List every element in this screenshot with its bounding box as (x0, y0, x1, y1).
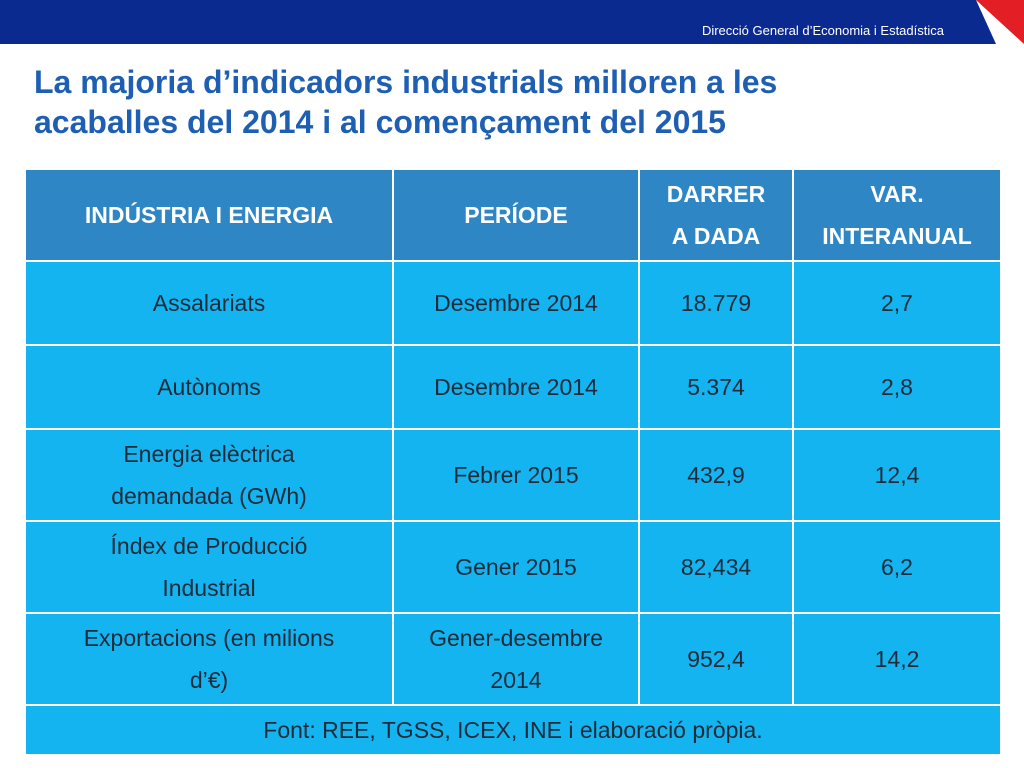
cell-period-line-1: Desembre 2014 (434, 290, 598, 316)
page-title: La majoria d’indicadors industrials mill… (34, 62, 994, 142)
table-row: Energia elèctrica demandada (GWh) Febrer… (24, 428, 1002, 522)
cell-latest: 18.779 (638, 260, 794, 346)
cell-period-line-1: Gener-desembre (429, 625, 603, 651)
header-latest-line-1: DARRER (666, 181, 766, 207)
header-yoy-line-1: VAR. (870, 181, 924, 207)
page-title-line-2: acaballes del 2014 i al començament del … (34, 104, 726, 140)
header-yoy: VAR. INTERANUAL (792, 168, 1002, 262)
cell-period: Desembre 2014 (392, 344, 640, 430)
table-header-row: INDÚSTRIA I ENERGIA PERÍODE DARRER A DAD… (24, 168, 1002, 262)
cell-latest: 952,4 (638, 612, 794, 706)
organization-name: Direcció General d’Economia i Estadístic… (701, 23, 944, 38)
page-title-line-1: La majoria d’indicadors industrials mill… (34, 64, 778, 100)
cell-yoy: 6,2 (792, 520, 1002, 614)
cell-indicator: Autònoms (24, 344, 394, 430)
table-row: Autònoms Desembre 2014 5.374 2,8 (24, 344, 1002, 430)
cell-period: Gener 2015 (392, 520, 640, 614)
table-row: Índex de Producció Industrial Gener 2015… (24, 520, 1002, 614)
cell-period: Desembre 2014 (392, 260, 640, 346)
corner-accent-icon (976, 0, 1024, 44)
header-indicator: INDÚSTRIA I ENERGIA (24, 168, 394, 262)
cell-indicator-line-2: demandada (GWh) (111, 483, 307, 509)
cell-indicator-line-1: Assalariats (152, 290, 266, 316)
cell-yoy: 12,4 (792, 428, 1002, 522)
cell-yoy: 2,8 (792, 344, 1002, 430)
table-source-row: Font: REE, TGSS, ICEX, INE i elaboració … (24, 704, 1002, 756)
cell-indicator: Exportacions (en milions d’€) (24, 612, 394, 706)
cell-period: Febrer 2015 (392, 428, 640, 522)
cell-indicator-line-2: d’€) (189, 667, 229, 693)
cell-period-line-1: Febrer 2015 (453, 462, 579, 488)
header-latest: DARRER A DADA (638, 168, 794, 262)
cell-indicator-line-1: Índex de Producció (110, 533, 308, 559)
cell-period-line-1: Desembre 2014 (434, 374, 598, 400)
cell-latest: 82,434 (638, 520, 794, 614)
header-period: PERÍODE (392, 168, 640, 262)
source-note: Font: REE, TGSS, ICEX, INE i elaboració … (24, 704, 1002, 756)
table-row: Assalariats Desembre 2014 18.779 2,7 (24, 260, 1002, 346)
header-bar: Direcció General d’Economia i Estadístic… (0, 0, 1024, 44)
industry-indicators-table: INDÚSTRIA I ENERGIA PERÍODE DARRER A DAD… (24, 168, 1002, 756)
cell-period-line-1: Gener 2015 (455, 554, 577, 580)
cell-indicator: Energia elèctrica demandada (GWh) (24, 428, 394, 522)
cell-period: Gener-desembre 2014 (392, 612, 640, 706)
cell-period-line-2: 2014 (490, 667, 542, 693)
header-yoy-line-2: INTERANUAL (822, 223, 972, 249)
cell-latest: 5.374 (638, 344, 794, 430)
cell-latest: 432,9 (638, 428, 794, 522)
cell-indicator-line-1: Autònoms (157, 374, 261, 400)
cell-indicator: Índex de Producció Industrial (24, 520, 394, 614)
cell-indicator-line-1: Energia elèctrica (123, 441, 295, 467)
cell-indicator: Assalariats (24, 260, 394, 346)
header-latest-line-2: A DADA (671, 223, 761, 249)
cell-yoy: 14,2 (792, 612, 1002, 706)
cell-indicator-line-2: Industrial (162, 575, 256, 601)
table-row: Exportacions (en milions d’€) Gener-dese… (24, 612, 1002, 706)
cell-yoy: 2,7 (792, 260, 1002, 346)
cell-indicator-line-1: Exportacions (en milions (83, 625, 335, 651)
